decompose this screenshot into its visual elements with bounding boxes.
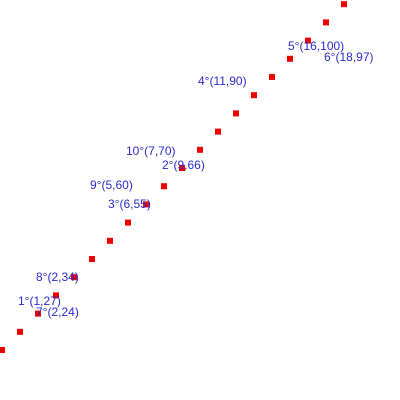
data-point <box>323 19 329 26</box>
data-point <box>197 146 203 153</box>
annotation-label: 7°(2,24) <box>36 305 79 319</box>
data-point <box>0 347 5 353</box>
annotation-label: 9°(5,60) <box>90 178 133 192</box>
annotation-label: 4°(11,90) <box>198 74 247 88</box>
data-point <box>179 165 185 171</box>
annotation-labels: 1°(1,27) 7°(2,24) 8°(2,34) 3°(6,55) 9°(5… <box>18 39 374 319</box>
data-point <box>215 128 221 135</box>
annotation-label: 3°(6,55) <box>108 197 151 211</box>
data-point <box>107 237 113 244</box>
data-point <box>251 92 257 99</box>
annotation-label: 8°(2,34) <box>36 270 79 284</box>
annotation-label: 2°(9,66) <box>162 158 205 172</box>
annotation-label: 5°(16,100) <box>288 39 344 53</box>
data-point <box>287 55 293 62</box>
annotation-label: 10°(7,70) <box>126 144 176 158</box>
annotation-label: 6°(18,97) <box>324 50 374 64</box>
data-point <box>53 292 59 299</box>
data-point <box>17 328 23 335</box>
data-point <box>269 74 275 80</box>
data-points <box>0 1 347 353</box>
data-point <box>35 310 41 317</box>
data-point <box>161 183 167 190</box>
data-point <box>89 256 95 262</box>
data-point <box>71 274 77 281</box>
data-point <box>233 110 239 117</box>
annotation-label: 1°(1,27) <box>18 294 61 308</box>
data-point <box>125 219 131 226</box>
data-point <box>341 1 347 8</box>
data-point <box>143 201 149 208</box>
data-point <box>305 37 311 44</box>
